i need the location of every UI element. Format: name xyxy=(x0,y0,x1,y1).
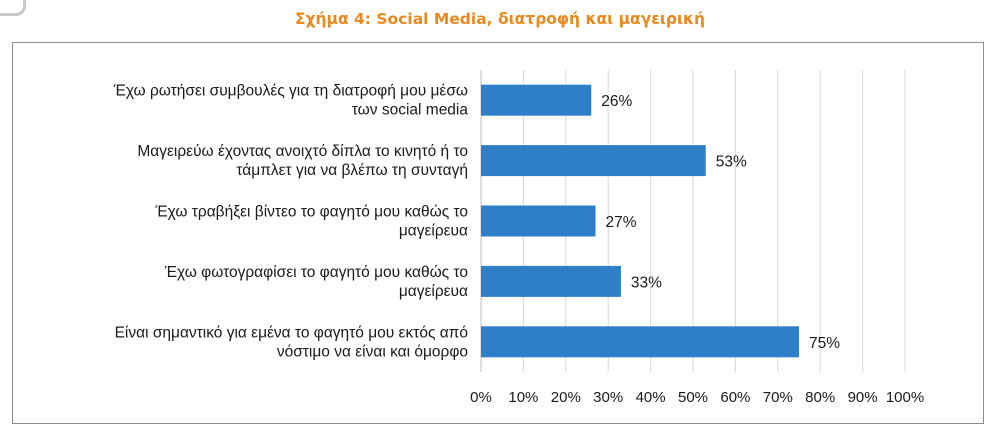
category-label: των social media xyxy=(352,102,469,119)
category-label: νόστιμο να είναι και όμορφο xyxy=(277,343,468,360)
category-label: Είναι σημαντικό για εμένα το φαγητό μου … xyxy=(115,324,468,341)
x-tick-label: 70% xyxy=(763,389,793,406)
bar xyxy=(481,265,621,297)
x-tick-label: 90% xyxy=(848,389,878,406)
category-label: μαγείρευα xyxy=(399,283,468,300)
category-label: μαγείρευα xyxy=(399,223,468,240)
bar xyxy=(481,145,706,177)
bar xyxy=(481,326,799,358)
category-label: Μαγειρεύω έχοντας ανοιχτό δίπλα το κινητ… xyxy=(137,143,468,160)
data-label: 75% xyxy=(809,335,840,352)
x-tick-label: 60% xyxy=(720,389,750,406)
x-tick-label: 50% xyxy=(678,389,708,406)
data-label: 26% xyxy=(601,93,632,110)
x-tick-label: 30% xyxy=(593,389,623,406)
x-tick-label: 100% xyxy=(886,389,924,406)
x-tick-label: 40% xyxy=(636,389,666,406)
x-tick-label: 10% xyxy=(508,389,538,406)
category-label: τάμπλετ για να βλέπω τη συνταγή xyxy=(236,162,468,179)
category-label: Έχω φωτογραφίσει το φαγητό μου καθώς το xyxy=(164,264,468,281)
x-tick-label: 0% xyxy=(470,389,492,406)
data-label: 53% xyxy=(716,154,747,171)
bar xyxy=(481,205,596,237)
x-tick-labels: 0% 10% 20% 30% 40% 50% 60% 70% 80% 90% 100% xyxy=(470,389,924,406)
category-label: Έχω ρωτήσει συμβουλές για τη διατροφή μο… xyxy=(113,83,468,100)
data-label: 27% xyxy=(605,214,636,231)
category-label: Έχω τραβήξει βίντεο το φαγητό μου καθώς … xyxy=(154,204,468,221)
category-labels: Έχω ρωτήσει συμβουλές για τη διατροφή μο… xyxy=(113,83,469,361)
bar xyxy=(481,84,592,116)
data-labels: 26% 53% 27% 33% 75% xyxy=(601,93,840,352)
chart-frame xyxy=(12,42,984,424)
figure-title: Σχήμα 4: Social Media, διατροφή και μαγε… xyxy=(294,10,706,28)
bars xyxy=(481,84,799,358)
x-tick-label: 80% xyxy=(805,389,835,406)
data-label: 33% xyxy=(631,274,662,291)
corner-decoration xyxy=(0,0,26,16)
x-tick-label: 20% xyxy=(551,389,581,406)
